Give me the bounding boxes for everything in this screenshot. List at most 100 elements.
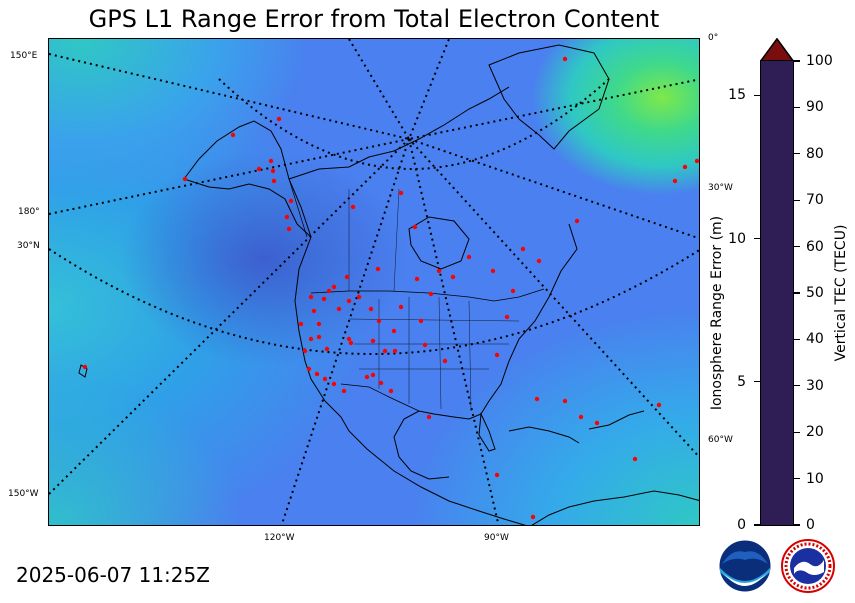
gps-station: [288, 198, 294, 204]
gps-station: [268, 158, 274, 164]
gps-station: [562, 56, 568, 62]
gps-station: [302, 348, 308, 354]
gps-station: [276, 116, 282, 122]
tec-colorbar: [760, 60, 794, 526]
tec-tick-mark: [794, 292, 800, 294]
gps-station: [504, 314, 510, 320]
graticule-label-60w: 60°W: [708, 435, 733, 445]
gps-station: [398, 304, 404, 310]
gps-station: [331, 381, 337, 387]
gps-station: [331, 284, 337, 290]
colorbar-extend-arrow: [760, 38, 794, 62]
tec-tick-mark: [794, 106, 800, 108]
gps-station: [436, 268, 442, 274]
gps-station: [364, 374, 370, 380]
gps-station: [574, 218, 580, 224]
tec-tick-label: 90: [806, 99, 824, 116]
range-error-tick-label: 15: [728, 87, 746, 104]
meridian-180: [49, 138, 410, 215]
florida: [478, 412, 496, 452]
west-coast: [294, 236, 527, 525]
graticule-label-0: 0°: [708, 33, 719, 43]
gps-station: [311, 308, 317, 314]
caribbean-islands: [588, 410, 645, 430]
gps-station: [378, 380, 384, 386]
gps-station: [316, 334, 322, 340]
gps-station: [270, 168, 276, 174]
tec-tick-mark: [794, 60, 800, 62]
tec-axis-label: Vertical TEC (TECU): [833, 224, 849, 362]
range-error-tick-mark: [754, 94, 760, 96]
gps-station: [428, 291, 434, 297]
borders: [288, 178, 545, 412]
gps-station: [426, 414, 432, 420]
tec-tick-label: 20: [806, 424, 824, 441]
meridian-120w: [280, 138, 410, 525]
tec-map[interactable]: [48, 38, 700, 526]
tec-tick-label: 60: [806, 238, 824, 255]
gps-station: [412, 224, 418, 230]
graticule-label-30n: 30°N: [17, 241, 40, 251]
gps-station: [382, 348, 388, 354]
meridian-150w: [49, 138, 410, 495]
graticule-label-150w: 150°W: [8, 489, 39, 499]
gps-station: [298, 321, 304, 327]
graticule-label-30w: 30°W: [708, 183, 733, 193]
timestamp: 2025-06-07 11:25Z: [16, 563, 210, 587]
south-america-coast: [531, 490, 699, 525]
gps-station: [398, 190, 404, 196]
tec-tick-mark: [794, 385, 800, 387]
national-weather-service-logo: [781, 539, 835, 593]
graticule-label-150e: 150°E: [10, 51, 38, 61]
tec-tick-label: 10: [806, 470, 824, 487]
parallel-60n: [218, 78, 610, 170]
range-error-tick-mark: [754, 237, 760, 240]
gps-station: [368, 306, 374, 312]
gps-station: [376, 318, 382, 324]
coastlines: [78, 44, 699, 525]
tec-tick-mark: [794, 431, 800, 433]
agency-logos: [718, 538, 842, 600]
tec-tick-mark: [794, 199, 800, 201]
gps-station: [594, 420, 600, 426]
tec-tick-label: 0: [806, 517, 815, 533]
gps-station: [82, 364, 88, 370]
gps-station: [391, 328, 397, 334]
us-mexico-border: [340, 383, 420, 412]
range-error-tick-label: 0: [737, 517, 746, 533]
east-coast: [453, 223, 578, 420]
gps-station: [321, 296, 327, 302]
meridian-150e: [49, 53, 410, 140]
gps-station: [418, 318, 424, 324]
gps-station: [694, 158, 699, 164]
range-error-tick-mark: [754, 381, 760, 383]
gps-station: [284, 214, 290, 220]
map-canvas: [49, 39, 699, 525]
gps-station: [422, 342, 428, 348]
graticule-label-120w: 120°W: [264, 533, 295, 543]
tec-tick-mark: [794, 478, 800, 480]
noaa-logo: [718, 539, 772, 593]
gps-station: [494, 352, 500, 358]
tec-tick-label: 100: [806, 53, 833, 69]
gps-station: [370, 338, 376, 344]
tec-tick-label: 50: [806, 285, 824, 301]
greenland-coast: [488, 44, 610, 150]
gps-station: [375, 266, 381, 272]
gps-station: [442, 358, 448, 364]
range-error-tick-mark: [754, 524, 760, 526]
meridian-90w: [408, 138, 500, 525]
gps-station: [370, 372, 376, 378]
gps-station: [392, 348, 398, 354]
tec-tick-label: 70: [806, 192, 824, 209]
gps-station: [388, 388, 394, 394]
gps-station: [450, 274, 456, 280]
gps-station: [306, 366, 312, 372]
gps-station: [326, 288, 332, 294]
meridian-0: [408, 78, 699, 140]
gps-station: [414, 276, 420, 282]
gps-station: [536, 258, 542, 264]
gps-station: [324, 346, 330, 352]
gps-station: [344, 274, 350, 280]
map-title: GPS L1 Range Error from Total Electron C…: [88, 5, 660, 33]
